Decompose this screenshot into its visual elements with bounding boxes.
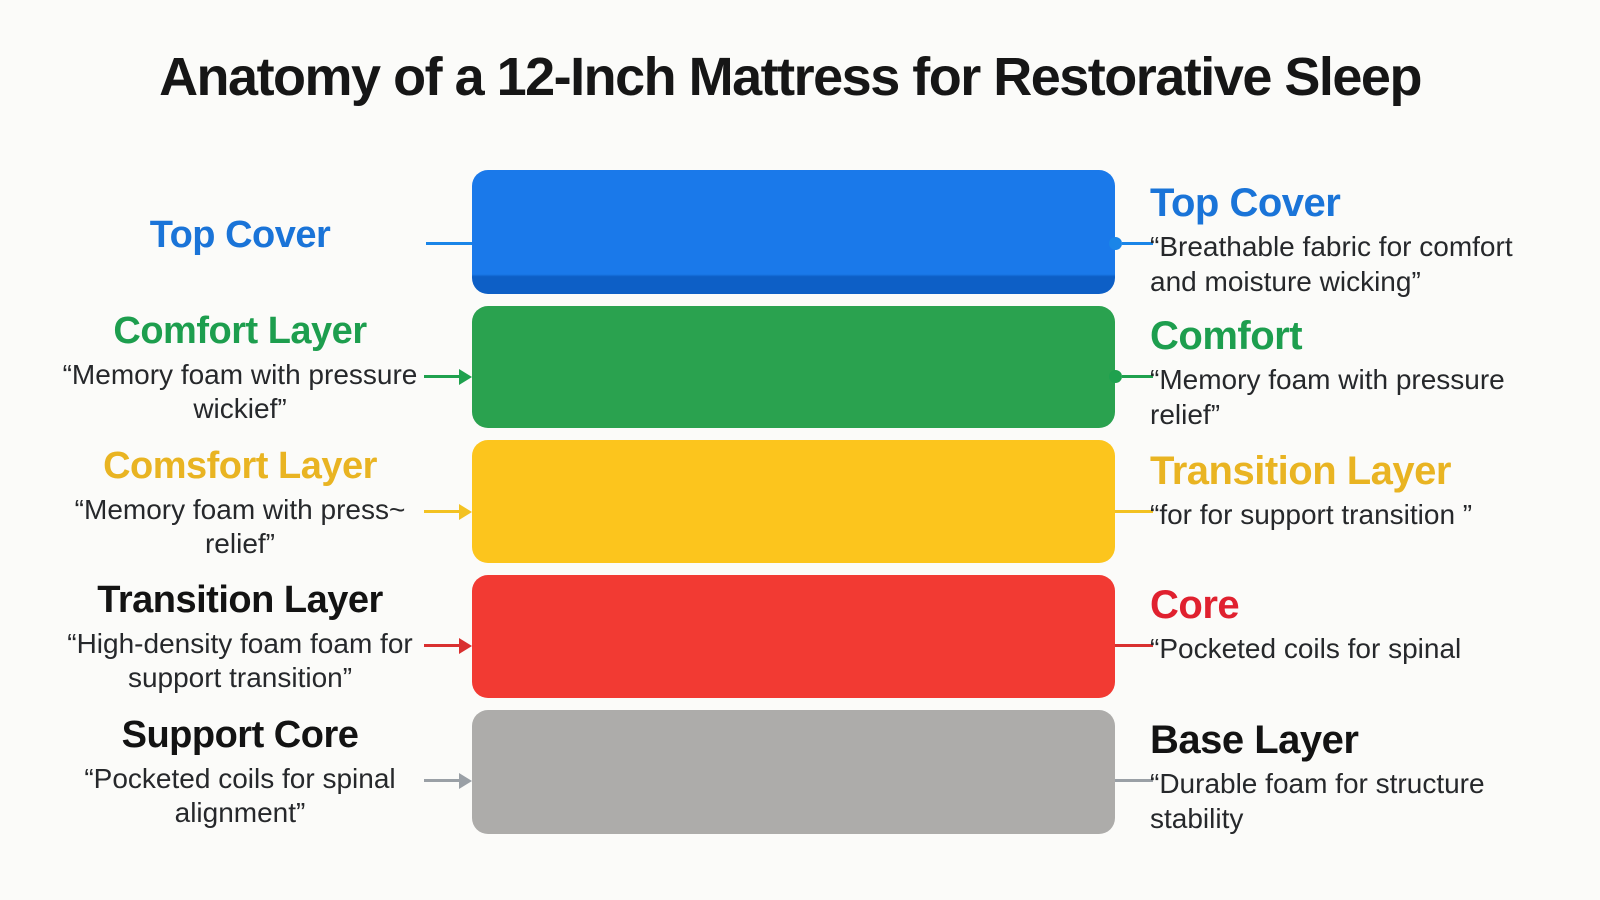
right-label-core: Core “Pocketed coils for spinal	[1150, 583, 1560, 667]
layer-4-core	[472, 575, 1115, 698]
layer-5-base	[472, 710, 1115, 834]
right-label-heading: Top Cover	[1150, 181, 1341, 225]
leader-arrow-left-base	[424, 772, 472, 789]
leader-line-right-base	[1115, 779, 1153, 782]
layer-1-top-cover	[472, 170, 1115, 294]
left-label-top-cover: Top Cover	[40, 151, 440, 321]
left-label-base: Support Core “Pocketed coils for spinal …	[40, 688, 440, 858]
page-title: Anatomy of a 12-Inch Mattress for Restor…	[159, 47, 1422, 107]
right-label-description: “Pocketed coils for spinal	[1150, 633, 1462, 664]
layer-3-transition	[472, 440, 1115, 563]
right-label-base: Base Layer “Durable foam for structure s…	[1150, 718, 1560, 836]
right-label-top-cover: Top Cover “Breathable fabric for comfort…	[1150, 181, 1560, 299]
right-label-transition: Transition Layer “for for support transi…	[1150, 449, 1560, 533]
left-label-heading: Support Core	[121, 713, 359, 756]
left-label-description: “High-density foam foam for support tran…	[67, 627, 413, 694]
left-label-heading: Comsfort Layer	[103, 444, 377, 487]
right-label-heading: Base Layer	[1150, 718, 1359, 762]
leader-arrow-left-comfort	[424, 368, 472, 385]
right-label-heading: Comfort	[1150, 314, 1303, 358]
left-label-description: “Pocketed coils for spinal alignment”	[84, 762, 396, 829]
right-label-heading: Transition Layer	[1150, 449, 1451, 493]
leader-line-right-core	[1115, 644, 1153, 647]
left-label-description: “Memory foam with press~ relief”	[74, 493, 406, 560]
left-label-heading: Transition Layer	[97, 578, 383, 621]
left-label-description: “Memory foam with pressure wickief”	[62, 358, 418, 425]
left-label-heading: Top Cover	[149, 214, 331, 257]
left-label-transition: Comsfort Layer “Memory foam with press~ …	[40, 419, 440, 589]
left-label-core: Transition Layer “High-density foam foam…	[40, 553, 440, 723]
right-label-heading: Core	[1150, 583, 1240, 627]
right-label-description: “Memory foam with pressure relief”	[1150, 364, 1505, 430]
layer-2-comfort	[472, 306, 1115, 428]
left-label-heading: Comfort Layer	[113, 309, 367, 352]
right-label-description: “Durable foam for structure stability	[1150, 768, 1485, 834]
leader-line-right-transition	[1115, 510, 1153, 513]
left-label-comfort: Comfort Layer “Memory foam with pressure…	[40, 284, 440, 454]
leader-arrow-left-transition	[424, 503, 472, 520]
right-label-comfort: Comfort “Memory foam with pressure relie…	[1150, 314, 1560, 432]
leader-line-right-comfort	[1109, 370, 1153, 383]
right-label-description: “Breathable fabric for comfort and moist…	[1150, 231, 1513, 297]
leader-line-right-top-cover	[1109, 237, 1153, 250]
leader-arrow-left-core	[424, 637, 472, 654]
leader-line-left-top-cover	[426, 242, 472, 245]
right-label-description: “for for support transition ”	[1150, 499, 1473, 530]
